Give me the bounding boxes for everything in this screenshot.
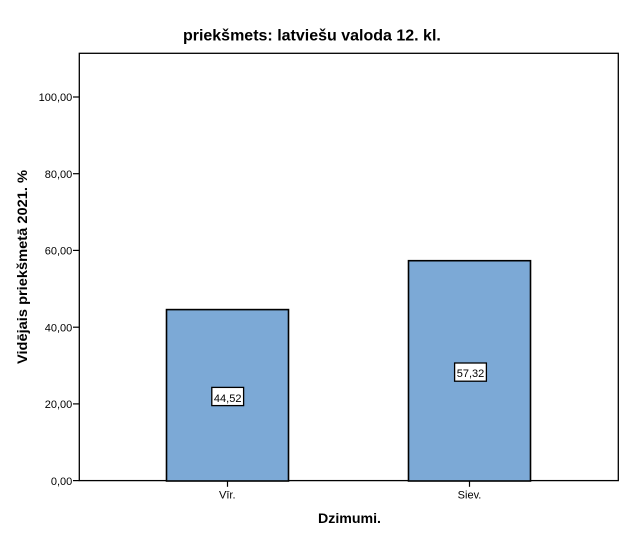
svg-text:0,00: 0,00 [51, 476, 72, 488]
svg-text:57,32: 57,32 [457, 368, 485, 380]
svg-text:44,52: 44,52 [214, 393, 242, 405]
svg-text:Vidējais priekšmetā 2021. %: Vidējais priekšmetā 2021. % [14, 169, 30, 364]
svg-text:60,00: 60,00 [45, 246, 73, 258]
svg-text:20,00: 20,00 [45, 399, 73, 411]
svg-text:100,00: 100,00 [39, 92, 73, 104]
svg-text:Vīr.: Vīr. [219, 490, 236, 502]
svg-text:40,00: 40,00 [45, 322, 73, 334]
svg-text:priekšmets: latviešu valoda 12: priekšmets: latviešu valoda 12. kl. [183, 28, 441, 45]
svg-text:Siev.: Siev. [458, 490, 482, 502]
svg-text:80,00: 80,00 [45, 169, 73, 181]
svg-text:Dzimumi.: Dzimumi. [318, 510, 381, 526]
